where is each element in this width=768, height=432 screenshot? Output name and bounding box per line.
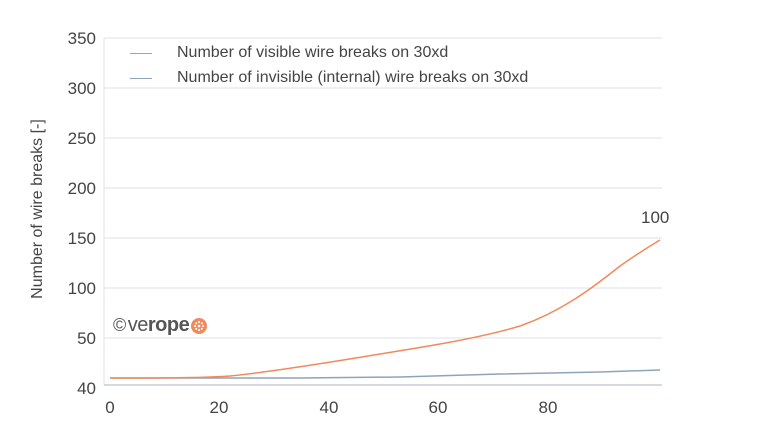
endpoint-annotation: 100 xyxy=(641,208,670,227)
y-tick-label: 200 xyxy=(67,179,96,198)
legend-item-visible: Number of visible wire breaks on 30xd xyxy=(130,44,448,62)
legend-swatch-orange xyxy=(130,52,152,54)
y-tick-label: 40 xyxy=(77,379,96,398)
series-invisible-breaks-line xyxy=(110,369,661,379)
legend-label: Number of visible wire breaks on 30xd xyxy=(177,44,449,61)
gridlines xyxy=(104,37,662,339)
series-visible-breaks-line xyxy=(109,239,661,379)
y-tick-label: 150 xyxy=(67,229,96,248)
logo-text-light: ve xyxy=(127,314,149,336)
x-tick-label: 20 xyxy=(209,398,229,417)
y-tick-label: 50 xyxy=(77,329,96,348)
x-tick-label: 60 xyxy=(428,398,448,417)
x-tick-label: 40 xyxy=(319,398,339,417)
y-tick-label: 100 xyxy=(67,279,96,298)
logo-text-bold: rope xyxy=(147,314,190,336)
y-tick-label: 350 xyxy=(67,29,96,48)
verope-logo: © ve rope xyxy=(113,314,208,337)
legend-item-invisible: Number of invisible (internal) wire brea… xyxy=(130,69,528,87)
y-tick-label: 300 xyxy=(67,79,96,98)
x-tick-label: 80 xyxy=(538,398,558,417)
rope-cross-section-icon xyxy=(191,317,208,334)
y-tick-label: 250 xyxy=(67,129,96,148)
legend-label: Number of invisible (internal) wire brea… xyxy=(177,69,529,86)
x-tick-label: 0 xyxy=(105,398,115,417)
legend-swatch-blue xyxy=(130,77,152,79)
copyright-symbol: © xyxy=(113,315,126,335)
